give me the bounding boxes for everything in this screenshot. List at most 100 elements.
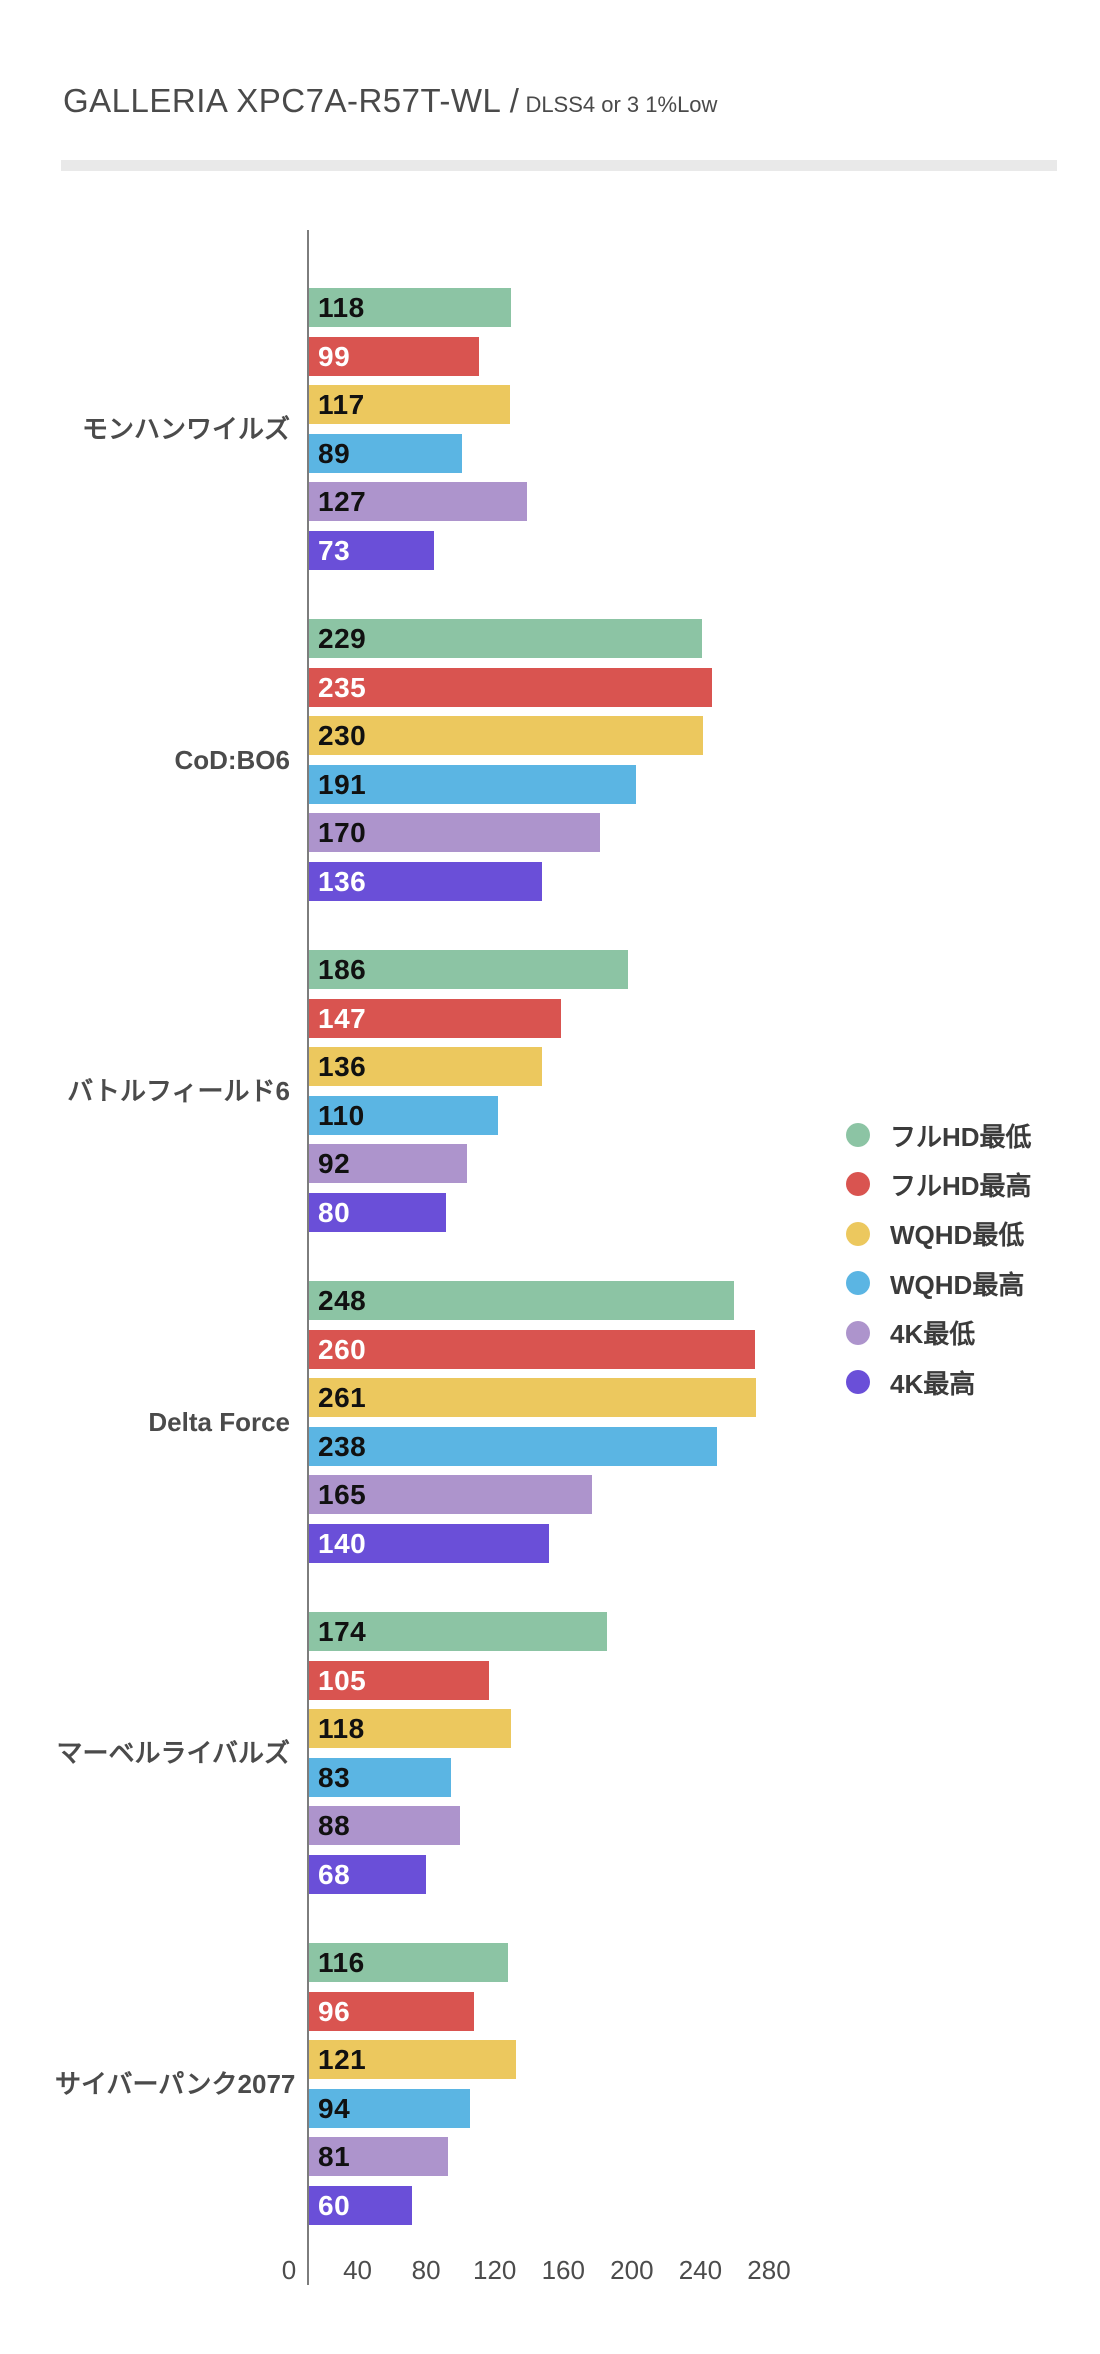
bar-フルHD最低: 116 — [309, 1943, 508, 1982]
bar-WQHD最低: 121 — [309, 2040, 516, 2079]
bar-WQHD最低: 118 — [309, 1709, 511, 1748]
bar-value-label: 60 — [318, 2189, 351, 2221]
bar-value-label: 147 — [318, 1002, 367, 1034]
title-divider — [61, 160, 1057, 171]
x-tick-label: 200 — [610, 2255, 654, 2285]
legend-item: 4K最低 — [846, 1319, 975, 1349]
bar-value-label: 186 — [318, 954, 367, 985]
bar-4K最低: 165 — [309, 1475, 592, 1514]
bar-WQHD最高: 238 — [309, 1426, 717, 1466]
bar-value-label: 174 — [318, 1616, 367, 1647]
bar-value-label: 235 — [318, 671, 367, 703]
bar-4K最高: 68 — [309, 1854, 426, 1894]
bar-4K最低: 92 — [309, 1144, 467, 1183]
bar-フルHD最高: 96 — [309, 1991, 474, 2031]
bar-4K最低: 170 — [309, 813, 600, 852]
bar-value-label: 165 — [318, 1479, 367, 1510]
bar-4K最高: 80 — [309, 1192, 446, 1232]
legend-swatch-icon — [846, 1320, 870, 1345]
bar-WQHD最高: 94 — [309, 2088, 470, 2128]
bar-value-label: 81 — [318, 2141, 351, 2172]
bar-value-label: 68 — [318, 1858, 351, 1890]
x-tick-label: 80 — [411, 2255, 441, 2285]
legend-swatch-icon — [846, 1123, 870, 1147]
legend-swatch-icon — [846, 1370, 870, 1394]
bar-value-label: 260 — [318, 1333, 367, 1365]
bar-group: マーベルライバルズ 174 105 118 83 88 68 — [57, 1612, 1089, 1894]
bar-value-label: 92 — [318, 1148, 351, 1179]
bar-4K最高: 60 — [309, 2185, 412, 2225]
bar-value-label: 191 — [318, 768, 367, 800]
bar-group: サイバーパンク2077 116 96 121 94 81 60 — [55, 1943, 1089, 2225]
bar-value-label: 117 — [318, 389, 365, 420]
title-main: GALLERIA XPC7A-R57T-WL / — [63, 82, 520, 119]
y-axis-line — [307, 230, 309, 2285]
bar-value-label: 73 — [318, 534, 351, 566]
bar-value-label: 118 — [318, 1713, 365, 1744]
legend-swatch-icon — [846, 1221, 870, 1246]
page-title: GALLERIA XPC7A-R57T-WL / DLSS4 or 3 1%Low — [63, 84, 717, 117]
title-sub: DLSS4 or 3 1%Low — [525, 92, 718, 117]
bar-フルHD最高: 99 — [309, 336, 479, 376]
bar-value-label: 118 — [318, 292, 365, 323]
legend-label: フルHD最低 — [890, 1121, 1032, 1152]
bar-value-label: 248 — [318, 1285, 367, 1316]
bar-4K最高: 136 — [309, 861, 542, 901]
legend-swatch-icon — [846, 1271, 870, 1296]
bar-4K最高: 140 — [309, 1523, 549, 1563]
bar-value-label: 116 — [318, 1947, 365, 1978]
x-tick-label: 0 — [281, 2255, 297, 2285]
bar-group: バトルフィールド6 186 147 136 110 92 80 — [67, 950, 1089, 1232]
bar-WQHD最高: 89 — [309, 433, 462, 473]
bar-value-label: 110 — [318, 1099, 365, 1131]
bar-フルHD最低: 174 — [309, 1612, 607, 1651]
chart-legend: フルHD最低 フルHD最高 WQHD最低 WQHD最高 4K最低 4K最高 — [846, 1122, 1096, 1423]
legend-label: フルHD最高 — [890, 1170, 1032, 1201]
bar-value-label: 230 — [318, 720, 367, 751]
bar-WQHD最低: 261 — [309, 1378, 756, 1417]
bar-フルHD最高: 147 — [309, 998, 561, 1038]
bar-WQHD最高: 191 — [309, 764, 636, 804]
x-tick-label: 40 — [343, 2255, 373, 2285]
bar-value-label: 238 — [318, 1430, 367, 1462]
x-tick-label: 240 — [678, 2255, 723, 2285]
bar-WQHD最低: 230 — [309, 716, 703, 755]
legend-swatch-icon — [846, 1172, 870, 1197]
bar-value-label: 136 — [318, 865, 367, 897]
bar-value-label: 94 — [318, 2092, 351, 2124]
bar-value-label: 99 — [318, 340, 351, 372]
legend-item: 4K最高 — [846, 1369, 975, 1399]
legend-label: WQHD最高 — [890, 1269, 1025, 1300]
bar-value-label: 170 — [318, 817, 367, 848]
bar-4K最低: 81 — [309, 2137, 448, 2176]
legend-label: 4K最低 — [890, 1319, 976, 1350]
x-tick-label: 160 — [541, 2255, 585, 2285]
bar-group: Delta Force 248 260 261 238 165 140 — [148, 1281, 1089, 1563]
legend-item: フルHD最低 — [846, 1122, 1032, 1152]
bar-value-label: 121 — [318, 2044, 367, 2075]
bar-value-label: 105 — [318, 1664, 367, 1696]
bar-value-label: 140 — [318, 1527, 367, 1559]
bar-value-label: 88 — [318, 1810, 351, 1841]
bar-value-label: 96 — [318, 1995, 351, 2027]
category-label: マーベルライバルズ — [56, 1737, 290, 1768]
bar-value-label: 229 — [318, 623, 367, 654]
bar-WQHD最高: 83 — [309, 1757, 451, 1797]
legend-item: WQHD最高 — [846, 1270, 1024, 1300]
bar-value-label: 261 — [318, 1382, 367, 1413]
bar-フルHD最高: 105 — [309, 1660, 489, 1700]
bar-value-label: 136 — [318, 1051, 367, 1082]
category-label: モンハンワイルズ — [81, 413, 290, 444]
bar-WQHD最低: 136 — [309, 1047, 542, 1086]
legend-label: 4K最高 — [890, 1368, 976, 1399]
bar-group: CoD:BO6 229 235 230 191 170 136 — [174, 619, 1089, 901]
x-axis-tick-labels: 0 40 80 120 160 200 240 280 — [282, 2255, 1089, 2287]
bar-フルHD最高: 235 — [309, 667, 712, 707]
category-label: CoD:BO6 — [174, 744, 290, 775]
bar-4K最高: 73 — [309, 530, 434, 570]
category-label: サイバーパンク2077 — [55, 2068, 296, 2099]
bar-フルHD最高: 260 — [309, 1329, 755, 1369]
bar-value-label: 127 — [318, 486, 367, 517]
legend-label: WQHD最低 — [890, 1220, 1025, 1251]
